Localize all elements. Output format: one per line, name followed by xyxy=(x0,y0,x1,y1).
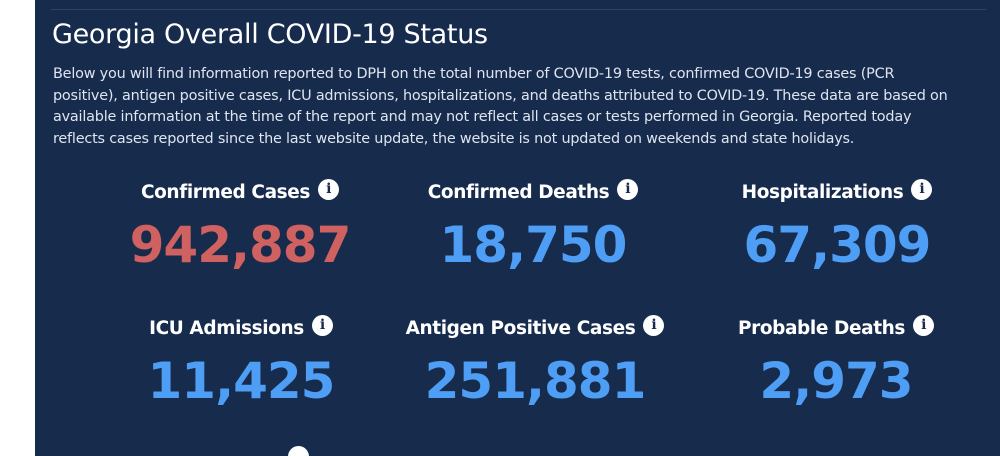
stat-label-text: Hospitalizations xyxy=(741,182,904,203)
stat-antigen-positive-cases: Antigen Positive Cases i 251,881 xyxy=(385,314,685,410)
stat-label-confirmed-deaths: Confirmed Deaths i xyxy=(427,178,639,206)
stat-label-confirmed-cases: Confirmed Cases i xyxy=(140,178,340,206)
stat-confirmed-cases: Confirmed Cases i 942,887 xyxy=(90,178,390,274)
info-icon[interactable]: i xyxy=(311,314,333,336)
stat-hospitalizations: Hospitalizations i 67,309 xyxy=(687,178,987,274)
stat-value-confirmed-deaths: 18,750 xyxy=(439,216,628,274)
stat-label-hospitalizations: Hospitalizations i xyxy=(741,178,933,206)
stat-probable-deaths: Probable Deaths i 2,973 xyxy=(686,314,986,410)
stat-label-icu-admissions: ICU Admissions i xyxy=(149,314,333,342)
info-icon[interactable]: i xyxy=(617,178,639,200)
stat-label-text: Antigen Positive Cases xyxy=(405,318,636,339)
status-description: Below you will find information reported… xyxy=(53,66,948,147)
stat-value-probable-deaths: 2,973 xyxy=(759,352,913,410)
stat-label-antigen-positive-cases: Antigen Positive Cases i xyxy=(405,314,665,342)
stat-value-antigen-positive-cases: 251,881 xyxy=(424,352,647,410)
stat-icu-admissions: ICU Admissions i 11,425 xyxy=(91,314,391,410)
covid-status-panel: Georgia Overall COVID-19 Status Below yo… xyxy=(35,0,1000,456)
stat-label-text: Probable Deaths xyxy=(737,318,906,339)
stat-value-confirmed-cases: 942,887 xyxy=(129,216,352,274)
stat-label-text: Confirmed Deaths xyxy=(427,182,610,203)
info-icon[interactable]: i xyxy=(911,178,933,200)
info-icon[interactable]: i xyxy=(643,314,665,336)
stat-label-probable-deaths: Probable Deaths i xyxy=(737,314,935,342)
info-icon[interactable] xyxy=(288,446,309,456)
stat-label-text: ICU Admissions xyxy=(149,318,304,339)
info-icon[interactable]: i xyxy=(318,178,340,200)
stat-label-text: Confirmed Cases xyxy=(140,182,311,203)
stat-value-hospitalizations: 67,309 xyxy=(743,216,932,274)
top-divider xyxy=(51,9,986,10)
stat-confirmed-deaths: Confirmed Deaths i 18,750 xyxy=(383,178,683,274)
stat-value-icu-admissions: 11,425 xyxy=(147,352,336,410)
page-title: Georgia Overall COVID-19 Status xyxy=(52,19,488,50)
info-icon[interactable]: i xyxy=(913,314,935,336)
